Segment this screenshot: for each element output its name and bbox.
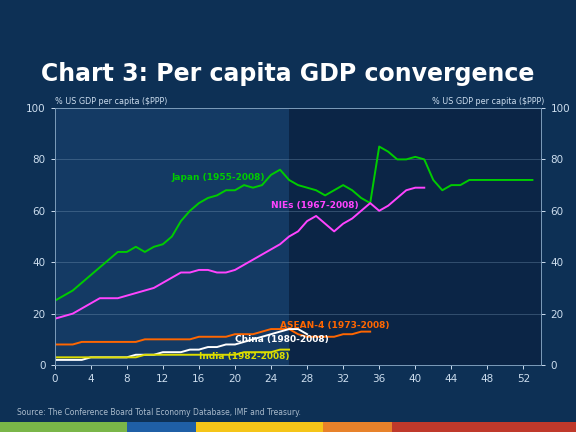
Polygon shape: [289, 108, 541, 365]
Polygon shape: [55, 108, 289, 365]
Text: Chart 3: Per capita GDP convergence: Chart 3: Per capita GDP convergence: [41, 62, 535, 86]
Text: Japan (1955-2008): Japan (1955-2008): [172, 173, 266, 182]
Text: % US GDP per capita ($PPP): % US GDP per capita ($PPP): [55, 97, 167, 106]
Text: NIEs (1967-2008): NIEs (1967-2008): [271, 201, 359, 210]
Text: China (1980-2008): China (1980-2008): [235, 335, 329, 344]
Text: ASEAN-4 (1973-2008): ASEAN-4 (1973-2008): [280, 321, 389, 330]
Text: Source: The Conference Board Total Economy Database, IMF and Treasury.: Source: The Conference Board Total Econo…: [17, 408, 301, 417]
Text: % US GDP per capita ($PPP): % US GDP per capita ($PPP): [432, 97, 544, 106]
Text: India (1982-2008): India (1982-2008): [199, 352, 289, 361]
